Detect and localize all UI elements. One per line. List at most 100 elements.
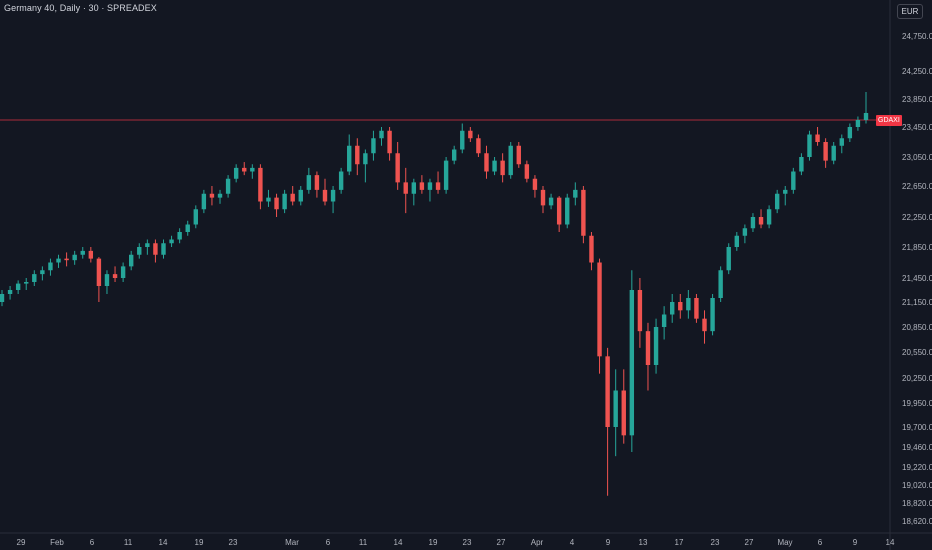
- candle-body: [548, 197, 554, 206]
- candle-body: [298, 189, 303, 202]
- candle-body: [379, 130, 384, 139]
- candle-body: [427, 182, 433, 190]
- candle: [500, 153, 505, 183]
- price-tick-label: 19,020.0: [902, 481, 932, 490]
- time-tick-label: 19: [195, 538, 204, 547]
- time-tick-label: 9: [853, 538, 858, 547]
- candle: [581, 186, 586, 244]
- candle-body: [225, 178, 231, 194]
- candle-body: [274, 197, 279, 210]
- candle-body: [710, 298, 715, 332]
- candle-body: [451, 149, 457, 161]
- candle-body: [209, 193, 215, 198]
- time-tick-label: 11: [124, 538, 133, 547]
- candle: [605, 347, 610, 496]
- time-tick-label: 14: [886, 538, 895, 547]
- candle-body: [855, 120, 861, 127]
- candle: [597, 258, 602, 374]
- candle: [823, 138, 828, 168]
- candle-body: [435, 182, 441, 190]
- candle-body: [556, 197, 562, 225]
- candle-body: [395, 153, 400, 183]
- candle-body: [217, 193, 223, 198]
- candle-body: [177, 232, 182, 240]
- currency-button[interactable]: EUR: [897, 4, 923, 19]
- candle-body: [371, 138, 376, 154]
- candle-body: [589, 235, 594, 263]
- candle: [145, 239, 150, 255]
- candle-body: [774, 193, 780, 210]
- candle-body: [32, 274, 37, 282]
- candle-body: [597, 262, 602, 357]
- time-tick-label: Feb: [50, 538, 64, 547]
- candle-body: [815, 134, 820, 142]
- candle: [686, 290, 691, 319]
- candle-body: [581, 189, 586, 236]
- candle: [225, 175, 231, 198]
- candle: [460, 123, 465, 154]
- candle-body: [540, 189, 546, 206]
- candle: [104, 270, 110, 294]
- candle-body: [242, 167, 247, 172]
- candle-body: [282, 193, 287, 210]
- candle: [548, 193, 554, 210]
- candle: [847, 123, 853, 142]
- candle-body: [24, 282, 29, 284]
- candle: [839, 134, 844, 154]
- candle-body: [363, 153, 368, 165]
- candle: [710, 294, 715, 336]
- candle: [217, 189, 223, 204]
- candle-body: [629, 290, 635, 436]
- candle: [726, 243, 731, 275]
- candle-body: [112, 274, 118, 278]
- time-tick-label: 6: [326, 538, 331, 547]
- candle-body: [863, 113, 869, 120]
- candle: [443, 157, 449, 194]
- candle: [637, 278, 643, 348]
- candle-body: [807, 134, 812, 157]
- candle: [274, 193, 279, 217]
- candle: [427, 178, 433, 202]
- time-tick-label: 27: [745, 538, 754, 547]
- candle-body: [233, 167, 239, 179]
- candle: [169, 235, 174, 247]
- candle: [645, 322, 651, 391]
- candle-body: [314, 175, 320, 190]
- candle: [177, 228, 182, 244]
- candle-body: [734, 235, 740, 247]
- candle-body: [766, 209, 772, 225]
- candle-body: [484, 153, 489, 172]
- candle: [322, 178, 328, 206]
- candle-body: [193, 209, 198, 225]
- candle: [137, 243, 142, 259]
- price-tick-label: 22,250.0: [902, 213, 932, 222]
- time-tick-label: 13: [639, 538, 648, 547]
- price-tick-label: 24,750.0: [902, 32, 932, 41]
- candle-body: [120, 266, 126, 278]
- candle-body: [258, 167, 263, 202]
- candle-body: [145, 243, 150, 247]
- price-tick-label: 23,450.0: [902, 123, 932, 132]
- price-tick-label: 19,700.0: [902, 423, 932, 432]
- candle: [653, 318, 659, 374]
- candle-body: [718, 270, 723, 298]
- candle: [694, 294, 699, 323]
- candle: [766, 205, 772, 229]
- candle: [40, 266, 45, 281]
- time-tick-label: 14: [159, 538, 168, 547]
- candle-body: [460, 130, 465, 150]
- candle-body: [839, 138, 844, 146]
- candle: [435, 171, 441, 194]
- candle-body: [678, 302, 683, 311]
- candle: [661, 306, 667, 340]
- candle-body: [64, 258, 69, 261]
- candle-body: [702, 318, 707, 332]
- candle-body: [56, 258, 61, 263]
- candle: [24, 278, 29, 290]
- candle-body: [783, 189, 788, 194]
- time-tick-label: 27: [497, 538, 506, 547]
- candle: [565, 193, 570, 229]
- candle: [589, 232, 594, 271]
- candle: [799, 153, 804, 176]
